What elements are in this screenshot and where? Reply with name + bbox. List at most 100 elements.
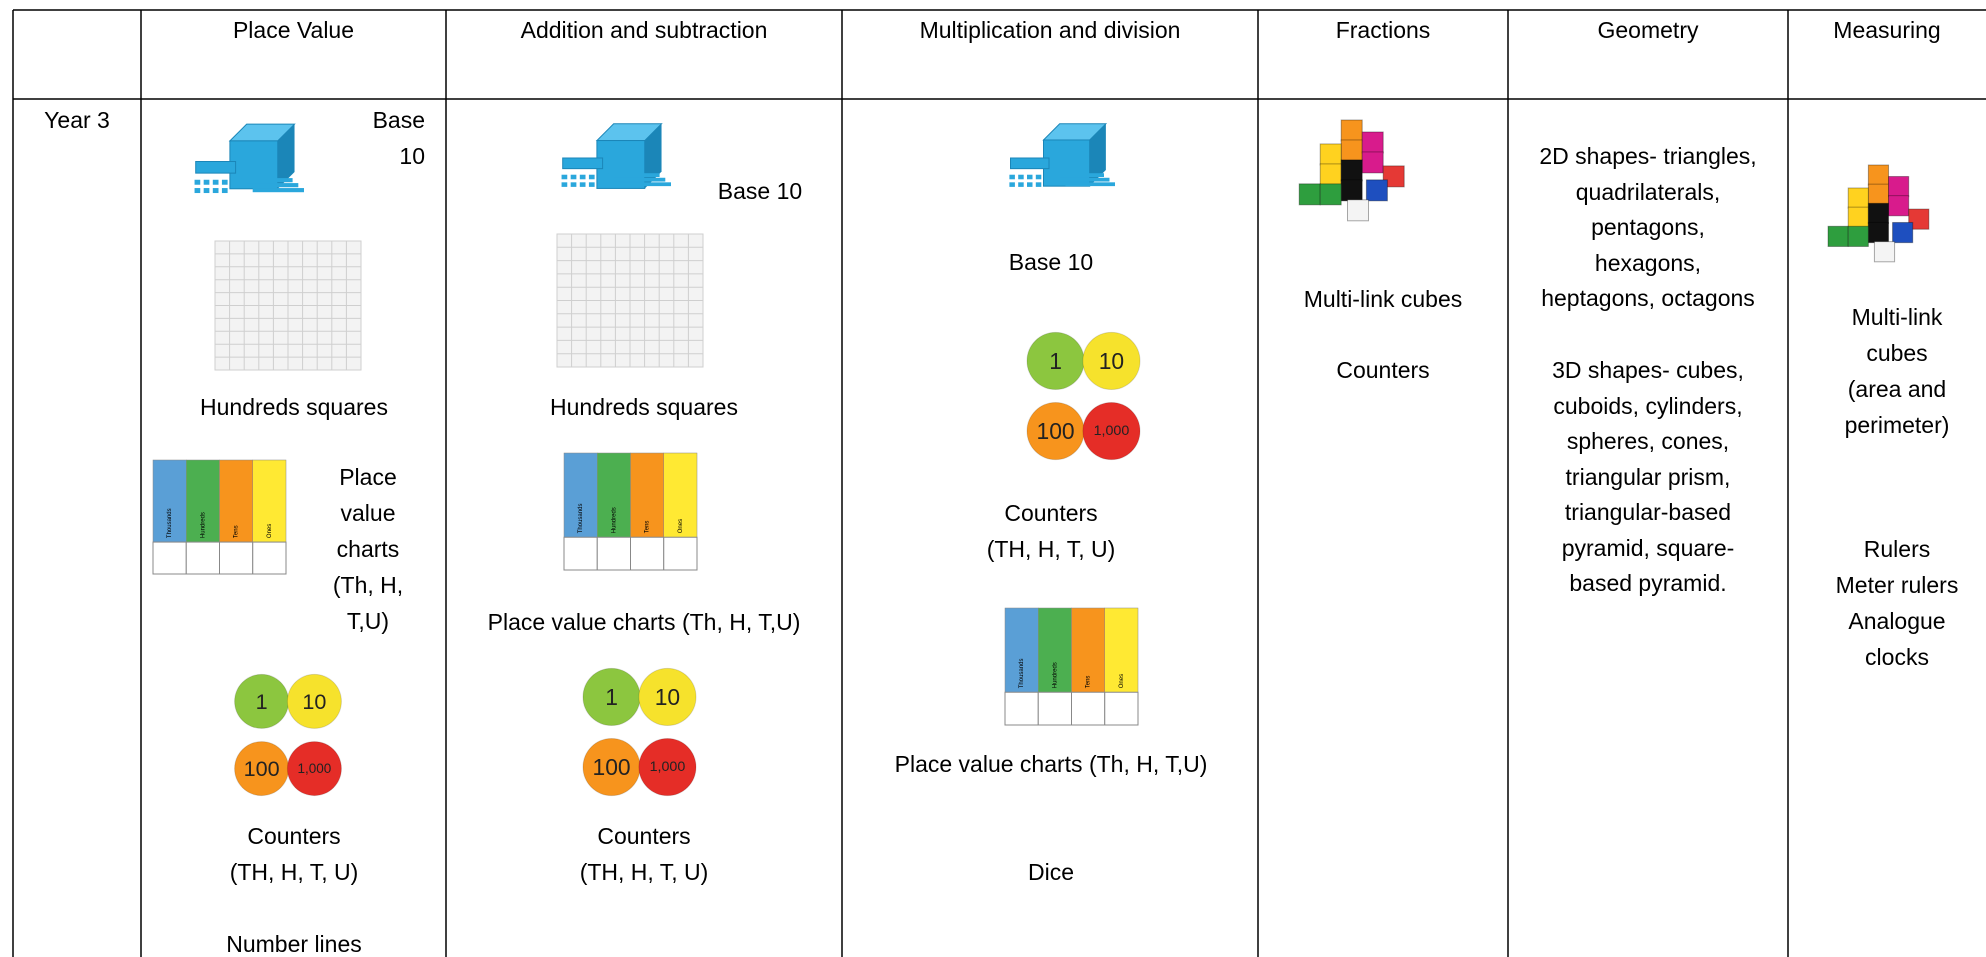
counter	[638, 667, 697, 727]
header-cell: Measuring	[1833, 17, 1941, 43]
cube	[1361, 151, 1384, 174]
multilink-cubes-icon	[1298, 119, 1405, 222]
cube-side	[1089, 123, 1106, 187]
unit	[588, 182, 595, 187]
resource-text: Base 10	[1008, 249, 1094, 275]
chart-box	[596, 536, 631, 571]
chart-label: Tens	[234, 525, 240, 538]
cube	[1298, 183, 1321, 206]
counter-label: 1,000	[298, 761, 332, 776]
resource-text: Counters	[1336, 357, 1430, 383]
cube	[1340, 179, 1363, 202]
chart-box	[1071, 691, 1106, 726]
chart-column	[219, 459, 253, 543]
chart-column	[152, 459, 187, 543]
rod	[247, 183, 299, 188]
counter-label: 100	[244, 756, 280, 781]
chart-box	[219, 541, 254, 575]
cube	[1867, 221, 1890, 244]
header-cell: Geometry	[1597, 17, 1699, 43]
counter-label: 100	[1036, 418, 1074, 444]
resource-text: Multi-link cubes (area and perimeter)	[1844, 304, 1950, 438]
multilink-cubes-icon	[1827, 164, 1930, 263]
resource-text: 2D shapes- triangles, quadrilaterals, pe…	[1539, 143, 1757, 311]
counter-label: 1,000	[650, 759, 686, 775]
chart-box	[663, 536, 698, 571]
flat	[195, 161, 237, 174]
chart-box	[630, 536, 665, 571]
rod	[608, 173, 660, 177]
unit	[570, 182, 577, 187]
cube	[1873, 241, 1896, 263]
unit	[1035, 174, 1042, 180]
unit	[1035, 182, 1042, 187]
cube	[1347, 199, 1369, 222]
chart-label: Hundreds	[611, 507, 617, 533]
unit	[203, 188, 210, 194]
chart-column	[663, 452, 698, 538]
counter-label: 10	[1099, 348, 1124, 374]
unit	[579, 174, 586, 180]
cube	[1867, 202, 1890, 224]
resource-text: Place value charts (Th, H, T,U)	[894, 751, 1208, 777]
resource-text: Number lines	[226, 931, 362, 957]
chart-box	[1004, 691, 1039, 726]
row-label: Year 3	[44, 107, 110, 133]
unit	[588, 174, 595, 180]
counter-label: 1	[256, 689, 268, 714]
place-value-chart-icon: Thousands Hundreds Tens Ones	[1004, 607, 1139, 726]
flat	[562, 157, 604, 170]
resource-text: Base 10	[372, 107, 425, 169]
chart-column	[252, 459, 287, 543]
chart-label: Tens	[645, 521, 651, 534]
rod	[1065, 182, 1115, 187]
chart-label: Ones	[267, 524, 273, 538]
unit	[561, 182, 568, 187]
unit	[1018, 174, 1024, 180]
unit	[1009, 182, 1015, 187]
cube	[1892, 221, 1914, 244]
chart-column	[186, 459, 220, 543]
chart-label: Thousands	[578, 504, 584, 534]
resource-text: Counters (TH, H, T, U)	[579, 823, 709, 885]
resource-text: Place value charts (Th, H, T,U)	[332, 464, 404, 634]
chart-label: Thousands	[1019, 659, 1025, 689]
hundreds-square-icon	[556, 233, 704, 368]
chart-column	[1038, 607, 1072, 693]
cube-side	[644, 123, 662, 189]
resource-text: Dice	[1027, 859, 1074, 885]
resource-text: Meter rulers	[1835, 572, 1959, 598]
cube	[1847, 225, 1869, 247]
rod	[619, 182, 671, 187]
unit	[1009, 174, 1015, 180]
header-cell: Fractions	[1335, 17, 1431, 43]
cube	[1319, 183, 1342, 206]
chart-column	[630, 452, 664, 538]
base-ten-icon	[194, 123, 304, 194]
chart-box	[252, 541, 287, 575]
counter-label: 1	[605, 684, 618, 710]
header-cell: Addition and subtraction	[520, 17, 768, 43]
counter-label: 10	[302, 689, 326, 714]
chart-box	[1037, 691, 1072, 726]
unit	[1027, 182, 1033, 187]
unit	[194, 179, 201, 185]
chart-box	[563, 536, 598, 571]
counter-label: 10	[655, 684, 680, 710]
header-cell: Place Value	[232, 17, 355, 43]
rod	[252, 188, 304, 193]
chart-label: Thousands	[167, 508, 173, 538]
counter-label: 100	[592, 754, 630, 780]
cube	[1382, 165, 1405, 188]
resource-text: Analogue clocks	[1848, 608, 1946, 670]
chart-column	[1004, 607, 1039, 693]
cube	[1888, 195, 1910, 217]
chart-label: Hundreds	[1052, 662, 1058, 688]
counters-icon: 1 10 100 1,000	[234, 673, 342, 797]
counter-label: 1	[1049, 348, 1062, 374]
resource-text: Hundreds squares	[200, 394, 388, 420]
rod	[1054, 173, 1104, 177]
counter	[1082, 331, 1141, 391]
